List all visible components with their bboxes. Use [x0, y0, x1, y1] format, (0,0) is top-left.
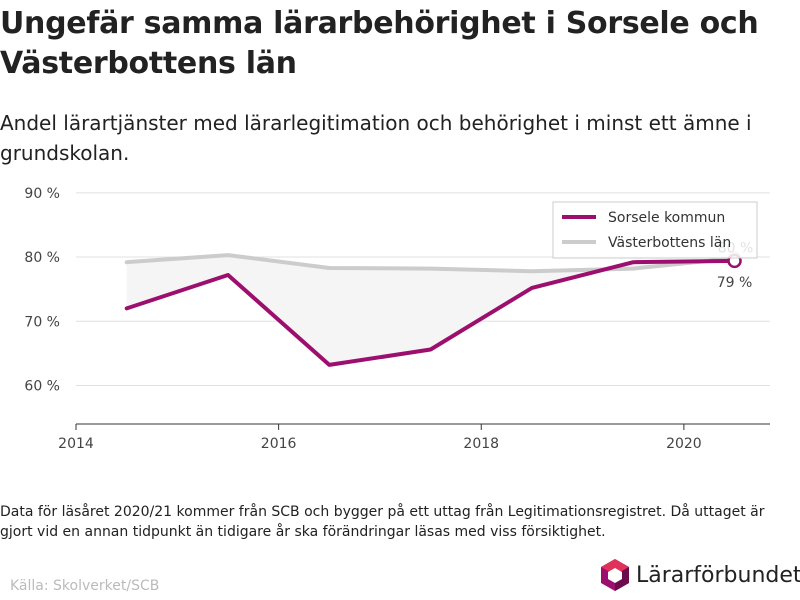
y-tick-label: 90 % — [24, 186, 60, 202]
legend-box — [552, 201, 758, 259]
logo-text: Lärarförbundet — [636, 562, 800, 588]
source-text: Källa: Skolverket/SCB — [10, 578, 160, 594]
y-tick-label: 60 % — [24, 378, 60, 394]
gap-area — [126, 255, 735, 365]
legend-label-sorsele: Sorsele kommun — [608, 210, 725, 226]
series-line-vasterbotten — [124, 253, 737, 274]
x-tick-label: 2018 — [463, 436, 499, 452]
logo: Lärarförbundet — [600, 556, 800, 594]
legend: Sorsele kommun Västerbottens län — [552, 201, 758, 259]
x-axis-ticks: 2014 2016 2018 2020 — [58, 424, 702, 452]
chart-title: Ungefär samma lärarbehörighet i Sorsele … — [0, 6, 759, 81]
y-tick-label: 70 % — [24, 314, 60, 330]
series-lines — [124, 253, 737, 367]
line-chart: 2014 2016 2018 2020 60 % 70 % 80 % 90 % 80 % 79… — [24, 186, 770, 452]
y-tick-label: 80 % — [24, 250, 60, 266]
x-tick-label: 2016 — [261, 436, 297, 452]
series-line-sorsele — [124, 258, 737, 367]
data-note: Data för läsåret 2020/21 kommer från SCB… — [0, 504, 765, 540]
x-tick-label: 2020 — [666, 436, 702, 452]
y-axis-ticks: 60 % 70 % 80 % 90 % — [24, 186, 60, 395]
end-label-sorsele: 79 % — [717, 275, 753, 291]
chart-subtitle: Andel lärartjänster med lärarlegitimatio… — [0, 111, 752, 165]
lararforbundet-logo-icon — [601, 559, 629, 591]
x-tick-label: 2014 — [58, 436, 94, 452]
legend-label-vasterbotten: Västerbottens län — [608, 235, 731, 251]
